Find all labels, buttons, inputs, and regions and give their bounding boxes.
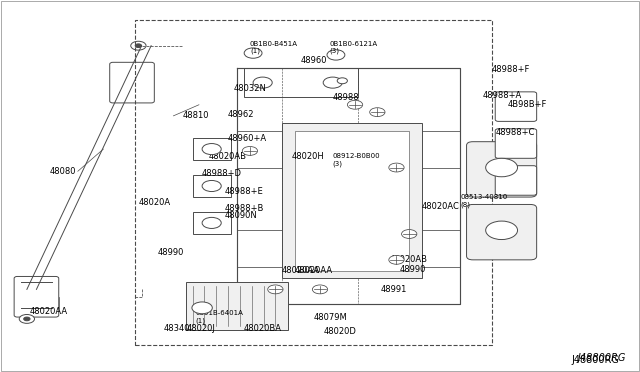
Bar: [294, 131, 409, 271]
Text: 48960+A: 48960+A: [228, 134, 267, 142]
Text: 48988+E: 48988+E: [225, 187, 263, 196]
Text: 48962: 48962: [228, 109, 254, 119]
Text: 48079M: 48079M: [314, 312, 348, 321]
Circle shape: [253, 77, 272, 88]
Circle shape: [135, 44, 141, 48]
Text: 48090N: 48090N: [225, 211, 257, 220]
Circle shape: [202, 217, 221, 228]
FancyBboxPatch shape: [14, 276, 59, 317]
Text: 48020A: 48020A: [138, 198, 170, 207]
Circle shape: [268, 285, 283, 294]
Text: J48800RG: J48800RG: [577, 353, 626, 363]
Text: 0B1B0-B451A
(1): 0B1B0-B451A (1): [250, 41, 298, 54]
Circle shape: [401, 230, 417, 238]
Text: 48020BA: 48020BA: [244, 324, 282, 333]
Text: 08513-40810
(8): 08513-40810 (8): [460, 194, 508, 208]
Text: 48032N: 48032N: [234, 84, 267, 93]
Circle shape: [389, 163, 404, 172]
Circle shape: [192, 302, 212, 314]
Text: 48991: 48991: [381, 285, 407, 294]
Circle shape: [486, 221, 518, 240]
Text: 48988+D: 48988+D: [202, 169, 242, 177]
Text: J48800RG: J48800RG: [572, 355, 620, 365]
FancyBboxPatch shape: [495, 166, 537, 195]
Text: 48020AA: 48020AA: [30, 307, 68, 316]
FancyBboxPatch shape: [467, 205, 537, 260]
Circle shape: [370, 108, 385, 116]
Text: 48020AB: 48020AB: [390, 255, 428, 264]
Circle shape: [202, 180, 221, 192]
Text: 48988+C: 48988+C: [495, 128, 534, 137]
Text: 48810: 48810: [183, 111, 209, 121]
Circle shape: [243, 147, 257, 155]
Bar: [193, 138, 231, 160]
Text: 48990: 48990: [157, 248, 184, 257]
Text: 0B1B0-6121A
(3): 0B1B0-6121A (3): [330, 41, 378, 54]
Bar: [193, 212, 231, 234]
Text: 0891B-6401A
(1): 0891B-6401A (1): [196, 310, 244, 324]
Circle shape: [323, 77, 342, 88]
Text: 48080: 48080: [49, 167, 76, 176]
Circle shape: [486, 158, 518, 177]
Text: 48020AA: 48020AA: [282, 266, 320, 275]
FancyBboxPatch shape: [109, 62, 154, 103]
Text: 48990: 48990: [399, 264, 426, 273]
Circle shape: [131, 41, 146, 50]
FancyBboxPatch shape: [495, 92, 537, 121]
Circle shape: [312, 285, 328, 294]
Text: 48020AB: 48020AB: [209, 152, 246, 161]
Text: 48020D: 48020D: [323, 327, 356, 336]
FancyBboxPatch shape: [467, 142, 537, 197]
Text: 48988+B: 48988+B: [225, 203, 264, 213]
Bar: [244, 68, 358, 97]
Circle shape: [389, 256, 404, 264]
Circle shape: [337, 78, 348, 84]
Circle shape: [202, 144, 221, 155]
Circle shape: [24, 317, 30, 321]
Text: 48020J: 48020J: [186, 324, 215, 333]
Text: 08912-B0B00
(3): 08912-B0B00 (3): [333, 153, 380, 167]
Text: 48988: 48988: [333, 93, 360, 102]
Circle shape: [348, 100, 363, 109]
Text: 48988+F: 48988+F: [492, 65, 531, 74]
Text: 48988+A: 48988+A: [483, 91, 522, 100]
Text: 48020AC: 48020AC: [422, 202, 460, 211]
Text: 48340: 48340: [164, 324, 190, 333]
Text: 48960: 48960: [301, 56, 328, 65]
Circle shape: [327, 50, 345, 60]
Bar: [186, 282, 288, 330]
Bar: [193, 175, 231, 197]
Text: 48020H: 48020H: [291, 152, 324, 161]
Text: 48020AA: 48020AA: [294, 266, 333, 275]
FancyBboxPatch shape: [495, 129, 537, 158]
Bar: [282, 123, 422, 278]
Text: 4B98B+F: 4B98B+F: [508, 100, 547, 109]
Circle shape: [19, 314, 35, 323]
Circle shape: [244, 48, 262, 58]
